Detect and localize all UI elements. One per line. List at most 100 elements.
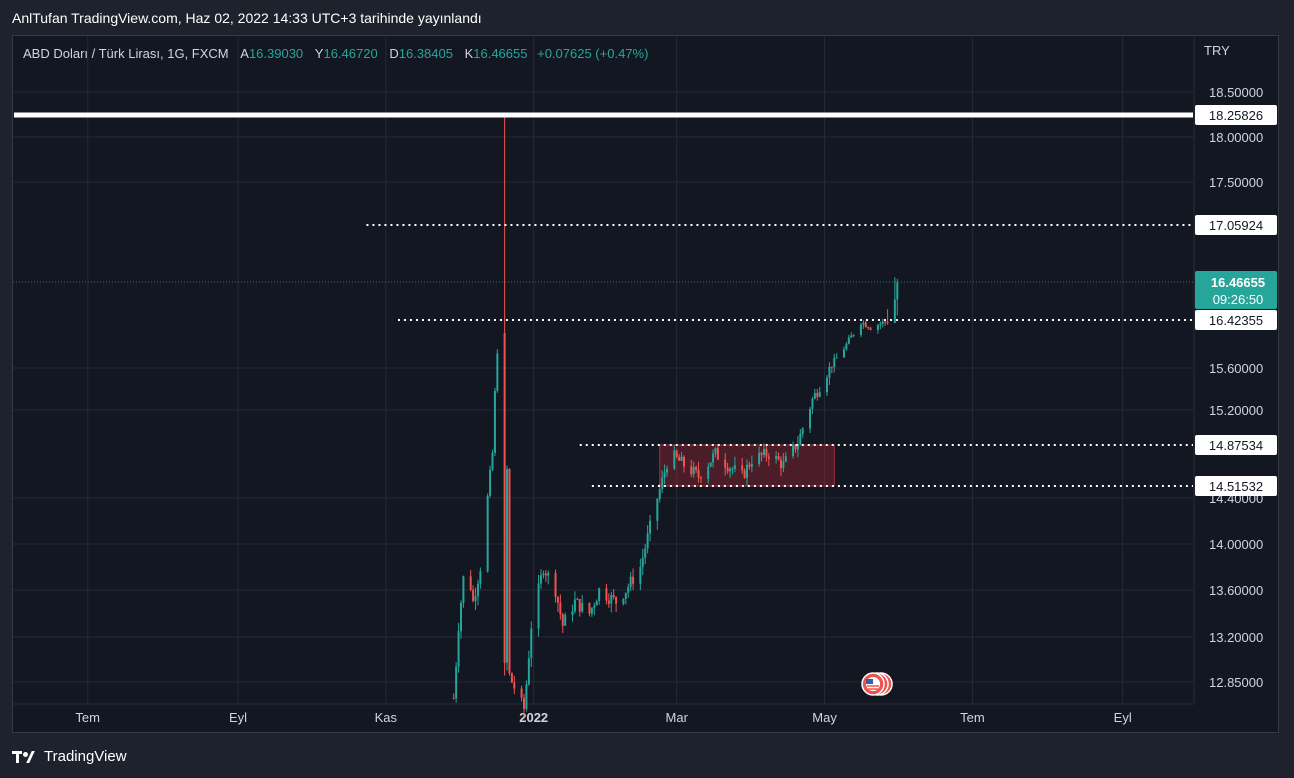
candle-body bbox=[581, 602, 584, 612]
y-tick-label: 15.60000 bbox=[1209, 361, 1263, 376]
candle bbox=[842, 346, 845, 358]
candle-body bbox=[680, 456, 683, 461]
candle-body bbox=[469, 576, 472, 590]
candle-body bbox=[893, 299, 896, 323]
candle bbox=[775, 451, 778, 464]
candle-body bbox=[678, 456, 681, 461]
level-label-box bbox=[1195, 215, 1277, 235]
candle-body bbox=[675, 450, 678, 457]
candle bbox=[847, 334, 850, 345]
candle bbox=[525, 680, 528, 712]
candle-body bbox=[598, 588, 601, 601]
candle bbox=[510, 672, 513, 684]
chart-pane[interactable]: 18.50000 18.00000 17.50000 15.60000 15.20000… bbox=[12, 35, 1279, 733]
candle bbox=[867, 326, 870, 330]
candle bbox=[539, 569, 542, 589]
level-label-text: 16.42355 bbox=[1209, 313, 1263, 328]
candle-body bbox=[862, 322, 865, 325]
candle bbox=[893, 277, 896, 324]
candle bbox=[864, 320, 867, 328]
y-tick-label: 18.00000 bbox=[1209, 130, 1263, 145]
candle-body bbox=[801, 428, 804, 434]
candle-body bbox=[741, 465, 744, 471]
candle bbox=[605, 583, 608, 605]
candle-body bbox=[573, 599, 576, 612]
candle bbox=[666, 465, 669, 477]
candle-body bbox=[699, 477, 702, 479]
candle bbox=[743, 468, 746, 479]
candle bbox=[833, 353, 836, 373]
legend-high: 16.46720 bbox=[323, 46, 378, 61]
y-tick-label: 15.20000 bbox=[1209, 403, 1263, 418]
candle bbox=[571, 604, 574, 622]
candle bbox=[876, 323, 879, 334]
candle-body bbox=[828, 366, 831, 378]
candle-body bbox=[811, 398, 814, 409]
currency-label[interactable]: TRY bbox=[1204, 43, 1230, 58]
candle bbox=[523, 693, 526, 717]
legend-close-label: K bbox=[464, 46, 474, 61]
candle bbox=[818, 387, 821, 398]
x-tick-label: Eyl bbox=[229, 710, 247, 725]
candle bbox=[796, 435, 799, 457]
legend-low: 16.38405 bbox=[398, 46, 453, 61]
candle bbox=[782, 453, 785, 473]
candle-body bbox=[886, 322, 889, 324]
y-tick-label: 17.50000 bbox=[1209, 175, 1263, 190]
candle bbox=[712, 449, 715, 468]
candle bbox=[750, 455, 753, 473]
candle-body bbox=[726, 467, 729, 472]
candle bbox=[627, 583, 630, 598]
candle-body bbox=[864, 322, 867, 328]
candle bbox=[486, 493, 489, 573]
candle-body bbox=[472, 589, 475, 601]
candle bbox=[491, 449, 494, 472]
candle bbox=[554, 569, 557, 603]
candle bbox=[452, 693, 455, 700]
candle-body bbox=[830, 366, 833, 368]
candle-body bbox=[884, 321, 887, 323]
candle bbox=[559, 594, 562, 620]
candle bbox=[573, 591, 576, 614]
candle bbox=[624, 592, 627, 605]
candle-body bbox=[809, 408, 812, 429]
candle-body bbox=[590, 607, 593, 614]
footer-brand[interactable]: TradingView bbox=[12, 748, 127, 765]
level-label-box bbox=[1195, 435, 1277, 455]
candle bbox=[556, 596, 559, 612]
candle-body bbox=[784, 456, 787, 462]
last-price-countdown: 09:26:50 bbox=[1213, 292, 1264, 307]
candle-body bbox=[816, 392, 819, 397]
x-tick-label: Tem bbox=[75, 710, 100, 725]
y-tick-label: 13.20000 bbox=[1209, 630, 1263, 645]
candle-body bbox=[564, 614, 567, 626]
candle-body bbox=[578, 599, 581, 612]
candle-body bbox=[661, 477, 664, 489]
candle-body bbox=[452, 698, 455, 700]
candle-body bbox=[649, 520, 652, 534]
legend-symbol: ABD Doları / Türk Lirası, 1G, FXCM bbox=[23, 46, 229, 61]
candle-body bbox=[663, 472, 666, 478]
candle bbox=[692, 461, 695, 478]
candle bbox=[835, 353, 838, 359]
candle-body bbox=[852, 334, 855, 336]
candle bbox=[469, 570, 472, 592]
candle bbox=[493, 387, 496, 457]
candle bbox=[646, 525, 649, 554]
candle bbox=[675, 449, 678, 459]
candle bbox=[547, 570, 550, 585]
candle bbox=[496, 349, 499, 393]
candle bbox=[673, 444, 676, 471]
candle-body bbox=[750, 463, 753, 467]
x-tick-label: Eyl bbox=[1114, 710, 1132, 725]
candle bbox=[588, 602, 591, 617]
price-chart[interactable]: 18.50000 18.00000 17.50000 15.60000 15.20000… bbox=[13, 36, 1278, 732]
symbol-legend: ABD Doları / Türk Lirası, 1G, FXCM A16.3… bbox=[23, 46, 648, 61]
candle bbox=[801, 427, 804, 438]
candle bbox=[544, 569, 547, 582]
candle bbox=[716, 444, 719, 460]
candle-body bbox=[525, 684, 528, 710]
candle-body bbox=[561, 614, 564, 626]
candle bbox=[760, 451, 763, 462]
legend-change: +0.07625 (+0.47%) bbox=[537, 46, 649, 61]
